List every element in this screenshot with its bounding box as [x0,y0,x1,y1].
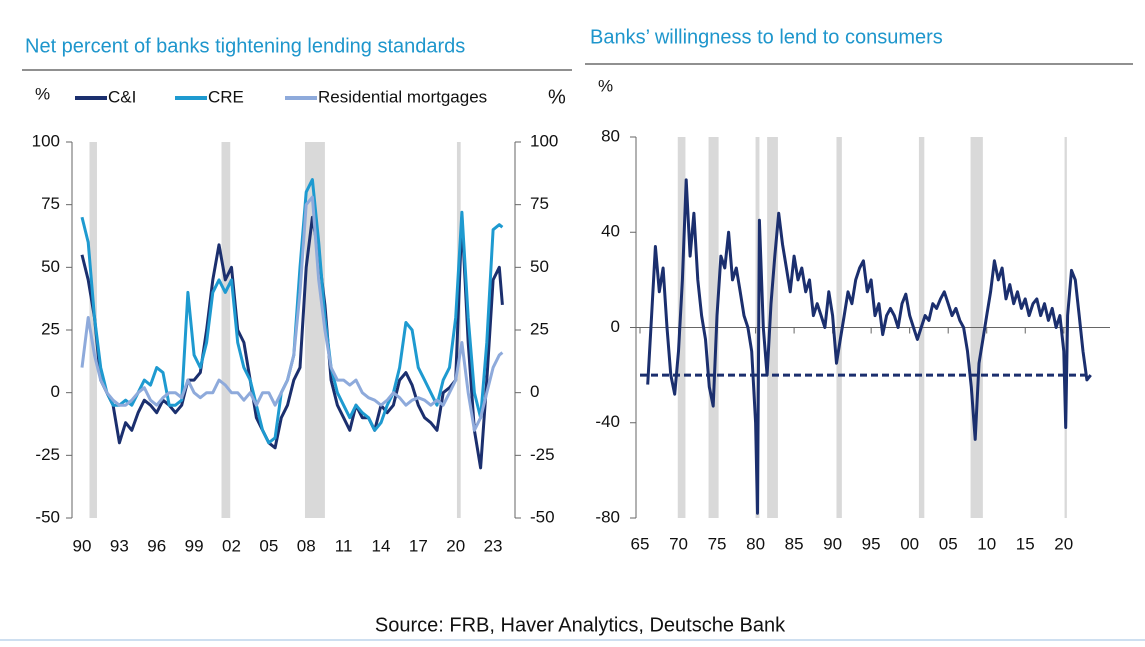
series-line [80,215,504,470]
x-tick-label: 95 [862,534,881,553]
legend-label: Residential mortgages [318,87,487,106]
y-axis-unit: % [598,76,613,95]
chart-title: Banks’ willingness to lend to consumers [590,26,943,48]
x-tick-label: 99 [185,536,204,555]
x-tick-label: 20 [446,536,465,555]
x-tick-label: 96 [147,536,166,555]
y-tick-label: -80 [595,507,620,526]
x-tick-label: 17 [409,536,428,555]
y-tick-label: 100 [32,131,60,150]
y-tick-label: 50 [41,257,60,276]
y2-tick-label: 0 [530,382,539,401]
source-note: Source: FRB, Haver Analytics, Deutsche B… [375,614,786,636]
series-line [646,178,1092,515]
x-tick-label: 70 [669,534,688,553]
y-tick-label: 25 [41,319,60,338]
y-tick-label: 0 [611,317,620,336]
y2-tick-label: 75 [530,194,549,213]
legend-label: C&I [108,87,136,106]
x-tick-label: 00 [900,534,919,553]
x-tick-label: 14 [371,536,390,555]
x-tick-label: 75 [708,534,727,553]
x-tick-label: 11 [335,536,353,555]
x-tick-label: 90 [823,534,842,553]
x-tick-label: 80 [746,534,765,553]
y2-tick-label: -50 [530,507,555,526]
x-tick-label: 23 [484,536,503,555]
y2-tick-label: 25 [530,319,549,338]
y-tick-label: 75 [41,194,60,213]
recession-band [221,142,231,518]
series-line [80,195,504,432]
y2-tick-label: 100 [530,131,558,150]
x-tick-label: 02 [222,536,241,555]
x-tick-label: 05 [259,536,278,555]
y-tick-label: 80 [601,126,620,145]
y-tick-label: -50 [35,507,60,526]
x-tick-label: 15 [1016,534,1035,553]
legend-label: CRE [208,87,244,106]
x-tick-label: 85 [785,534,804,553]
y2-axis-unit: % [548,86,566,108]
x-tick-label: 65 [631,534,650,553]
y-tick-label: 0 [51,382,60,401]
y-tick-label: -40 [595,412,620,431]
x-tick-label: 90 [73,536,92,555]
x-tick-label: 08 [297,536,316,555]
recession-band [89,142,97,518]
y2-tick-label: 50 [530,257,549,276]
x-tick-label: 93 [110,536,129,555]
x-tick-label: 20 [1054,534,1073,553]
y-tick-label: -25 [35,445,60,464]
x-tick-label: 05 [939,534,958,553]
y2-tick-label: -25 [530,445,555,464]
x-tick-label: 10 [977,534,996,553]
y-tick-label: 40 [601,222,620,241]
chart-title: Net percent of banks tightening lending … [25,35,465,57]
y-axis-unit: % [35,84,50,103]
